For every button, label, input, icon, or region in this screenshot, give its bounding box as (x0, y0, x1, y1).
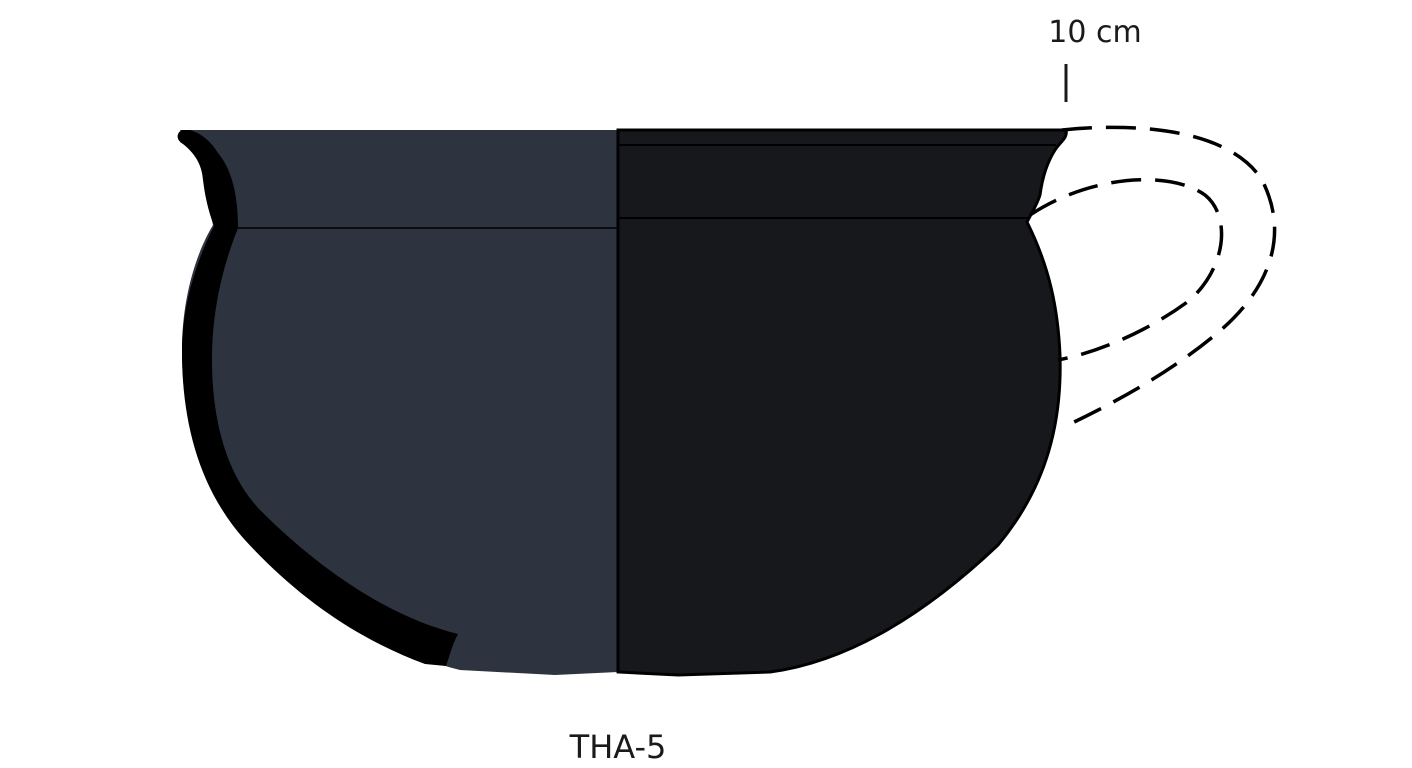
dashed-handle-inner (1029, 178, 1224, 362)
dashed-handle-outer (1061, 125, 1277, 427)
wall-profile-section (177, 130, 458, 666)
catalog-id-label: THA-5 (569, 728, 667, 766)
section-interior-fill (180, 130, 618, 675)
scale-label: 10 cm (1048, 15, 1141, 50)
exterior-view-fill (616, 128, 1068, 677)
